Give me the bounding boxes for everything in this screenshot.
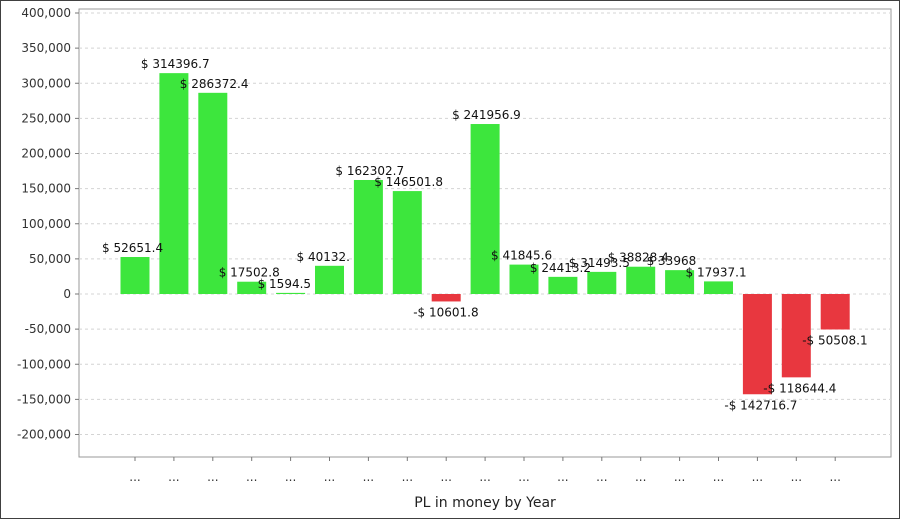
y-tick-label: 50,000 — [29, 252, 71, 266]
x-tick-label: ... — [635, 470, 646, 484]
x-axis: ........................................… — [129, 457, 841, 484]
x-tick-label: ... — [829, 470, 840, 484]
x-tick-label: ... — [168, 470, 179, 484]
x-tick-label: ... — [402, 470, 413, 484]
data-label: $ 314396.7 — [141, 57, 210, 71]
data-label: $ 1594.5 — [258, 277, 311, 291]
data-label: $ 162302.7 — [335, 164, 404, 178]
x-tick-label: ... — [246, 470, 257, 484]
y-tick-label: 150,000 — [21, 182, 71, 196]
bar — [781, 294, 811, 378]
x-tick-label: ... — [791, 470, 802, 484]
data-label: $ 17502.8 — [219, 266, 280, 280]
bar — [548, 276, 578, 294]
bar — [470, 124, 500, 295]
bar — [587, 271, 617, 294]
y-tick-label: -100,000 — [17, 357, 71, 371]
data-label: $ 38828.4 — [608, 251, 669, 265]
bar — [742, 294, 772, 395]
x-tick-label: ... — [285, 470, 296, 484]
y-tick-label: 0 — [63, 287, 71, 301]
data-label: $ 17937.1 — [686, 265, 747, 279]
data-label: $ 31493.5 — [569, 256, 630, 270]
x-tick-label: ... — [129, 470, 140, 484]
bar — [237, 281, 267, 294]
y-tick-label: 200,000 — [21, 147, 71, 161]
bar — [353, 179, 383, 294]
data-labels: $ 52651.4$ 314396.7$ 286372.4$ 17502.8$ … — [102, 57, 868, 412]
bar — [392, 191, 422, 294]
bar — [509, 264, 539, 294]
bar — [276, 292, 306, 294]
bar — [120, 257, 150, 294]
x-tick-label: ... — [440, 470, 451, 484]
data-label: $ 40132. — [297, 250, 350, 264]
bar — [626, 266, 656, 294]
x-tick-label: ... — [674, 470, 685, 484]
y-tick-label: 300,000 — [21, 76, 71, 90]
data-label: -$ 50508.1 — [802, 333, 867, 347]
data-label: -$ 142716.7 — [724, 398, 797, 412]
y-tick-label: 400,000 — [21, 6, 71, 20]
bar — [820, 294, 850, 330]
bar — [198, 92, 228, 294]
x-tick-label: ... — [596, 470, 607, 484]
x-tick-label: ... — [518, 470, 529, 484]
y-axis: 400,000 350,000 300,000 250,000 200,000 150,0… — [17, 6, 79, 442]
y-tick-label: 250,000 — [21, 111, 71, 125]
y-tick-label: 350,000 — [21, 41, 71, 55]
x-axis-title: PL in money by Year — [414, 495, 556, 511]
data-label: $ 146501.8 — [374, 175, 443, 189]
x-tick-label: ... — [557, 470, 568, 484]
x-tick-label: ... — [324, 470, 335, 484]
x-tick-label: ... — [207, 470, 218, 484]
data-label: -$ 10601.8 — [413, 305, 478, 319]
data-label: $ 286372.4 — [180, 77, 249, 91]
y-tick-label: -50,000 — [25, 322, 71, 336]
data-label: -$ 118644.4 — [763, 381, 836, 395]
bars — [120, 73, 850, 395]
bar — [665, 270, 695, 294]
y-tick-label: -200,000 — [17, 428, 71, 442]
x-tick-label: ... — [713, 470, 724, 484]
data-label: $ 24413.2 — [530, 261, 591, 275]
data-label: $ 241956.9 — [452, 108, 521, 122]
y-tick-label: -150,000 — [17, 392, 71, 406]
data-label: $ 52651.4 — [102, 241, 163, 255]
data-label: $ 41845.6 — [491, 249, 552, 263]
x-tick-label: ... — [479, 470, 490, 484]
bar — [431, 294, 461, 302]
bar — [704, 281, 733, 294]
x-tick-label: ... — [752, 470, 763, 484]
x-tick-label: ... — [363, 470, 374, 484]
bar — [315, 265, 344, 294]
bar — [159, 73, 189, 294]
data-label: $ 33968 — [647, 254, 697, 268]
y-tick-label: 100,000 — [21, 217, 71, 231]
